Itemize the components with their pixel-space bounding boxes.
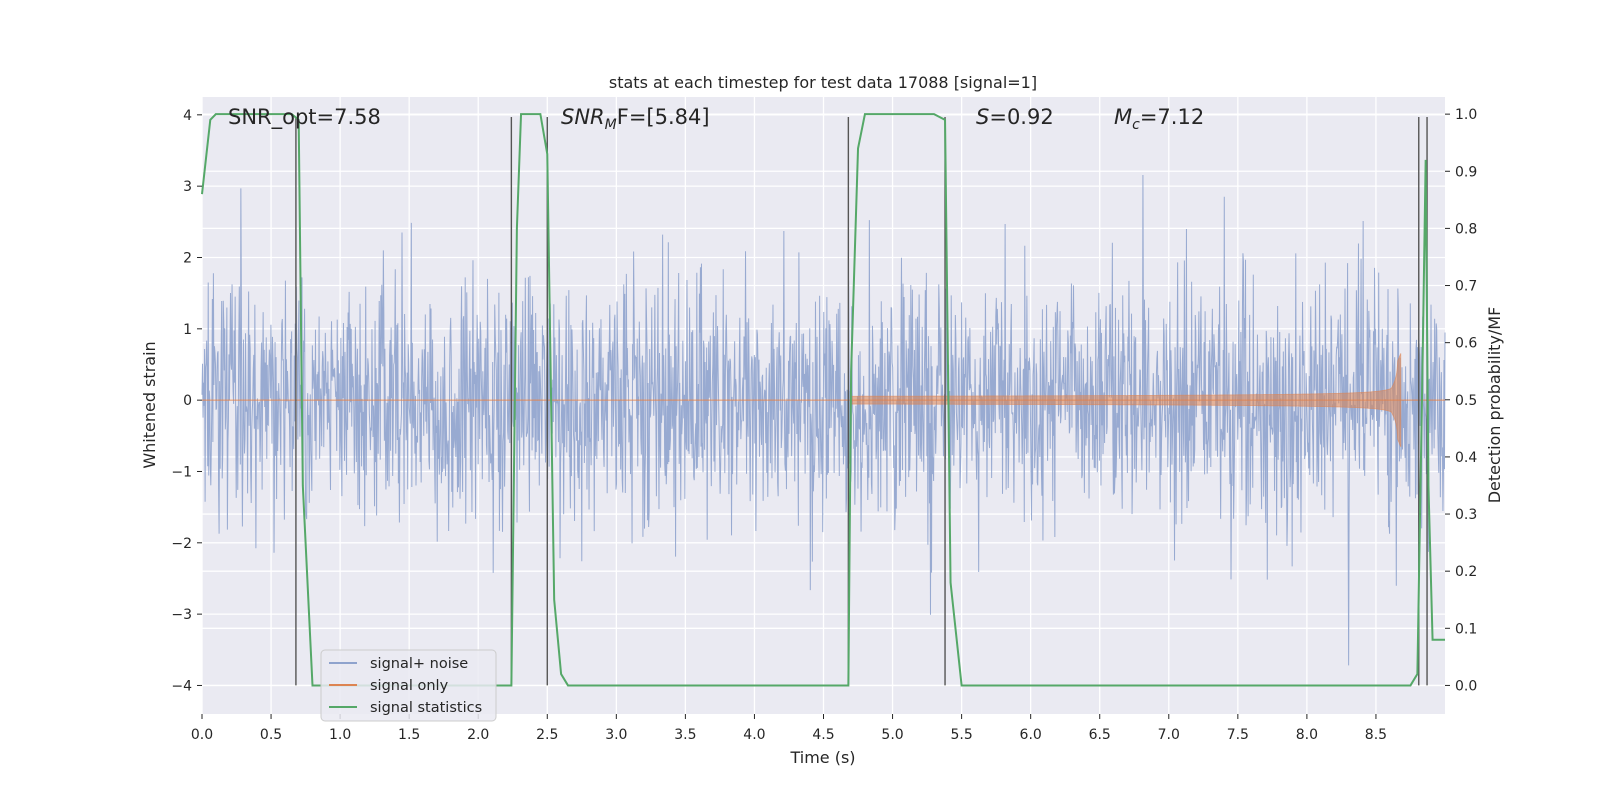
y2-tick-label: 0.2	[1455, 564, 1477, 580]
annotation-mc-var: M	[1114, 105, 1132, 129]
x-tick-label: 8.5	[1365, 727, 1387, 743]
y2-tick-label: 0.6	[1455, 336, 1477, 352]
y-tick-label: 0	[183, 393, 192, 409]
y-tick-label: 1	[183, 322, 192, 338]
y-tick-label: −4	[171, 678, 192, 694]
x-tick-label: 1.5	[398, 727, 420, 743]
x-tick-label: 2.0	[467, 727, 489, 743]
x-tick-label: 5.0	[881, 727, 903, 743]
annotation-snr-mf-suffix: F=[5.84]	[617, 105, 710, 129]
x-tick-label: 8.0	[1296, 727, 1318, 743]
signal-statistics-series	[201, 113, 1445, 687]
annotation-snr-mf-prefix: SNR	[561, 105, 605, 129]
x-tick-label: 0.0	[191, 727, 213, 743]
x-axis-label: Time (s)	[789, 748, 855, 767]
y-tick-label: −1	[171, 464, 192, 480]
signal-only-series	[202, 353, 1445, 448]
legend-label-signal-noise: signal+ noise	[370, 656, 468, 672]
legend-label-signal-only: signal only	[370, 678, 449, 694]
y-tick-label: −3	[171, 607, 192, 623]
x-tick-label: 7.0	[1158, 727, 1180, 743]
x-axis-ticks: 0.0 0.5 1.0 1.5 2.0 2.5 3.0 3.5 4.0 4.5 5.0 5.5 6.0 6…	[191, 714, 1387, 743]
x-tick-label: 4.5	[812, 727, 834, 743]
signal-statistics-line	[201, 113, 1445, 687]
y2-tick-label: 0.9	[1455, 164, 1477, 180]
annotation-mc-sub: c	[1132, 117, 1140, 133]
y2-axis-ticks: 1.0 0.9 0.8 0.7 0.6 0.5 0.4 0.3 0.2 0.1 0.0	[1445, 107, 1477, 694]
annotation-snr-mf: SNRMF=[5.84]	[561, 105, 710, 133]
annotation-snr-mf-sub: M	[605, 117, 617, 133]
legend-box	[320, 649, 497, 722]
x-tick-label: 1.0	[329, 727, 351, 743]
y2-tick-label: 0.1	[1455, 621, 1477, 637]
y2-tick-label: 0.0	[1455, 678, 1477, 694]
y2-tick-label: 0.3	[1455, 507, 1477, 523]
y-axis-label: Whitened strain	[140, 341, 159, 468]
annotation-s-value: =0.92	[989, 105, 1053, 129]
x-tick-label: 3.5	[674, 727, 696, 743]
x-tick-label: 6.5	[1089, 727, 1111, 743]
legend: signal+ noise signal only signal statist…	[320, 649, 497, 722]
y-tick-label: 4	[183, 108, 192, 124]
x-tick-label: 4.0	[743, 727, 765, 743]
y2-tick-label: 0.5	[1455, 393, 1477, 409]
y-tick-label: 2	[183, 250, 192, 266]
x-tick-label: 3.0	[605, 727, 627, 743]
annotation-snr-opt: SNR_opt=7.58	[228, 105, 381, 130]
legend-label-signal-statistics: signal statistics	[370, 700, 482, 716]
annotation-mc: Mc=7.12	[1114, 105, 1204, 133]
annotation-mc-value: =7.12	[1140, 105, 1204, 129]
y-tick-label: −2	[171, 536, 192, 552]
annotation-s: S=0.92	[976, 105, 1054, 129]
y-tick-label: 3	[183, 179, 192, 195]
x-tick-label: 7.5	[1227, 727, 1249, 743]
chart-title: stats at each timestep for test data 170…	[609, 73, 1037, 92]
y-axis-ticks: 4 3 2 1 0 −1 −2 −3 −4	[171, 108, 202, 694]
y2-tick-label: 0.4	[1455, 450, 1477, 466]
annotation-s-var: S	[976, 105, 989, 129]
y2-tick-label: 0.8	[1455, 221, 1477, 237]
y2-tick-label: 1.0	[1455, 107, 1477, 123]
x-tick-label: 2.5	[536, 727, 558, 743]
x-tick-label: 6.0	[1020, 727, 1042, 743]
y2-tick-label: 0.7	[1455, 279, 1477, 295]
signal-only-chirp	[850, 353, 1402, 448]
y2-axis-label: Detection probability/MF	[1485, 307, 1504, 504]
x-tick-label: 5.5	[950, 727, 972, 743]
x-tick-label: 0.5	[260, 727, 282, 743]
